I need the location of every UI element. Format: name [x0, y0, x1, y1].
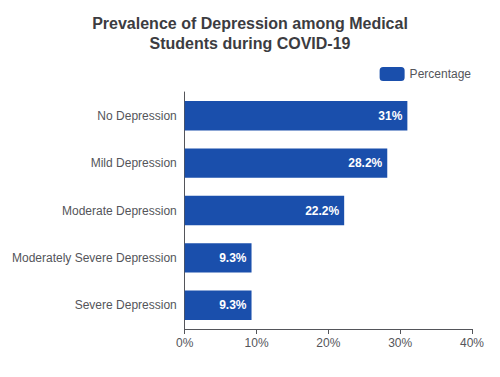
svg-text:10%: 10% [245, 336, 269, 350]
svg-text:31%: 31% [378, 109, 402, 123]
svg-text:40%: 40% [460, 336, 484, 350]
svg-text:30%: 30% [388, 336, 412, 350]
svg-text:Moderate Depression: Moderate Depression [62, 204, 177, 218]
svg-text:Percentage: Percentage [410, 67, 472, 81]
svg-text:Severe Depression: Severe Depression [75, 298, 177, 312]
svg-text:Students during COVID-19: Students during COVID-19 [150, 35, 351, 52]
svg-text:9.3%: 9.3% [219, 298, 247, 312]
svg-text:9.3%: 9.3% [219, 251, 247, 265]
svg-text:28.2%: 28.2% [348, 156, 382, 170]
svg-text:Moderately Severe Depression: Moderately Severe Depression [12, 251, 177, 265]
svg-text:20%: 20% [316, 336, 340, 350]
svg-text:0%: 0% [176, 336, 194, 350]
svg-text:22.2%: 22.2% [305, 204, 339, 218]
svg-text:Prevalence of Depression among: Prevalence of Depression among Medical [92, 15, 408, 32]
svg-text:No Depression: No Depression [97, 109, 176, 123]
svg-text:Mild Depression: Mild Depression [91, 156, 177, 170]
